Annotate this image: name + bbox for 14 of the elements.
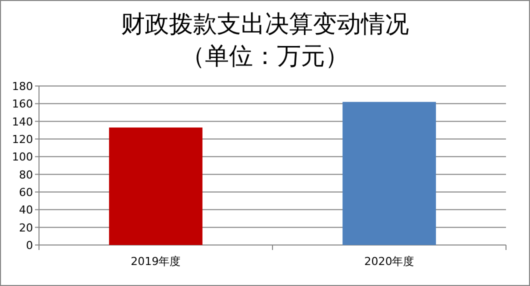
chart-title: 财政拨款支出决算变动情况 (121, 10, 409, 38)
y-tick-label: 120 (12, 133, 33, 146)
x-tick-label: 2020年度 (364, 255, 414, 268)
y-tick-label: 60 (19, 186, 33, 199)
y-tick-label: 0 (26, 239, 33, 252)
y-tick-label: 140 (12, 115, 33, 128)
y-tick-label: 100 (12, 150, 33, 164)
x-tick-label: 2019年度 (130, 255, 181, 268)
y-tick-label: 180 (12, 80, 33, 93)
chart-subtitle: （单位：万元） (181, 42, 349, 70)
y-tick-label: 160 (12, 98, 33, 111)
y-tick-label: 40 (19, 204, 33, 217)
y-tick-label: 20 (19, 221, 33, 234)
y-tick-label: 80 (19, 168, 33, 182)
